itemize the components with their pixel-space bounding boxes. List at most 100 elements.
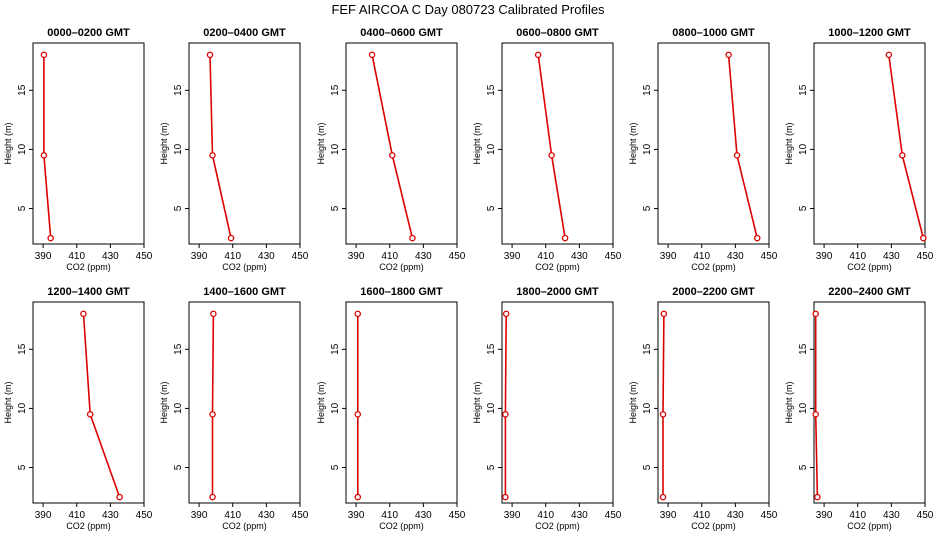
panel-4: 0600–0800 GMT 390 410 430 450 5 10 15 CO2 (ppm) H… xyxy=(472,27,622,272)
plot-frame xyxy=(813,301,926,504)
x-tick-label: 410 xyxy=(537,251,554,262)
x-axis-label: CO2 (ppm) xyxy=(222,521,267,531)
x-axis-label: CO2 (ppm) xyxy=(691,262,736,272)
y-tick-label: 15 xyxy=(642,84,653,96)
x-tick-label: 430 xyxy=(883,510,900,521)
profile-line xyxy=(504,313,507,498)
panel-11: 2000–2200 GMT 390 410 430 450 5 10 15 CO2 (ppm) H… xyxy=(628,286,778,531)
y-axis-label: Height (m) xyxy=(3,381,13,423)
data-point xyxy=(368,51,376,59)
x-tick-label: 390 xyxy=(348,510,365,521)
y-tick-label: 15 xyxy=(17,84,28,96)
y-tick-label: 10 xyxy=(642,143,653,155)
y-axis-label: Height (m) xyxy=(159,122,169,164)
profile-line xyxy=(888,54,925,239)
x-tick-label: 450 xyxy=(449,510,466,521)
y-axis-label: Height (m) xyxy=(472,381,482,423)
x-tick-label: 430 xyxy=(883,251,900,262)
data-point xyxy=(227,234,235,242)
data-point xyxy=(116,493,123,501)
x-tick-label: 450 xyxy=(292,510,309,521)
y-axis-label: Height (m) xyxy=(784,122,794,164)
data-point xyxy=(659,493,667,501)
data-point xyxy=(80,310,87,318)
data-point xyxy=(409,234,416,242)
data-point xyxy=(548,152,555,159)
data-point xyxy=(210,310,217,318)
x-tick-label: 450 xyxy=(761,510,778,521)
plot-frame xyxy=(501,42,614,245)
x-tick-label: 390 xyxy=(816,251,833,262)
panel-1: 0000–0200 GMT 390 410 430 450 5 10 15 CO2 (ppm) H… xyxy=(3,27,153,272)
x-tick-label: 430 xyxy=(258,251,275,262)
data-point xyxy=(40,152,48,159)
y-tick-label: 5 xyxy=(173,205,184,211)
y-tick-label: 10 xyxy=(173,143,184,155)
y-tick-label: 5 xyxy=(17,464,28,470)
data-point xyxy=(354,411,362,418)
x-axis-label: CO2 (ppm) xyxy=(847,262,892,272)
y-tick-label: 15 xyxy=(486,343,497,355)
data-point xyxy=(561,234,569,242)
x-tick-label: 430 xyxy=(415,251,432,262)
x-tick-label: 450 xyxy=(761,251,778,262)
y-axis-label: Height (m) xyxy=(784,381,794,423)
data-point xyxy=(209,493,216,501)
y-tick-label: 15 xyxy=(486,84,497,96)
x-tick-label: 410 xyxy=(849,251,866,262)
y-tick-label: 5 xyxy=(486,205,497,211)
panel-7: 1200–1400 GMT 390 410 430 450 5 10 15 CO2 (ppm) H… xyxy=(3,286,153,531)
data-point xyxy=(660,310,668,318)
profile-line xyxy=(82,313,121,498)
panel-title: 2200–2400 GMT xyxy=(828,286,911,298)
data-point xyxy=(40,51,48,59)
x-tick-label: 390 xyxy=(35,251,52,262)
y-axis-label: Height (m) xyxy=(159,381,169,423)
x-axis-label: CO2 (ppm) xyxy=(379,262,424,272)
y-tick-label: 5 xyxy=(17,205,28,211)
panel-6: 1000–1200 GMT 390 410 430 450 5 10 15 CO2 (ppm) H… xyxy=(784,27,934,272)
y-axis-label: Height (m) xyxy=(628,381,638,423)
x-tick-label: 410 xyxy=(68,251,85,262)
y-tick-label: 5 xyxy=(798,205,809,211)
x-tick-label: 450 xyxy=(292,251,309,262)
data-point xyxy=(534,51,542,59)
data-point xyxy=(659,411,667,418)
y-axis-label: Height (m) xyxy=(3,122,13,164)
y-tick-label: 15 xyxy=(173,343,184,355)
x-tick-label: 450 xyxy=(605,251,622,262)
data-point xyxy=(354,493,362,501)
x-axis-label: CO2 (ppm) xyxy=(535,262,580,272)
x-axis-label: CO2 (ppm) xyxy=(535,521,580,531)
x-tick-label: 410 xyxy=(224,510,241,521)
x-tick-label: 390 xyxy=(504,251,521,262)
plot-frame xyxy=(188,301,301,504)
x-tick-label: 450 xyxy=(917,510,934,521)
data-point xyxy=(209,411,216,418)
data-point xyxy=(812,411,819,418)
panel-12: 2200–2400 GMT 390 410 430 450 5 10 15 CO2 (ppm) H… xyxy=(784,286,934,531)
x-tick-label: 410 xyxy=(537,510,554,521)
x-tick-label: 410 xyxy=(693,251,710,262)
panel-title: 1200–1400 GMT xyxy=(47,286,130,298)
panel-9: 1600–1800 GMT 390 410 430 450 5 10 15 CO2 (ppm) H… xyxy=(316,286,466,531)
data-point xyxy=(733,152,741,159)
data-point xyxy=(206,51,214,59)
y-axis-label: Height (m) xyxy=(628,122,638,164)
x-tick-label: 450 xyxy=(605,510,622,521)
profile-line xyxy=(537,54,566,239)
x-tick-label: 430 xyxy=(102,251,119,262)
panel-title: 1400–1600 GMT xyxy=(203,286,286,298)
plot-frame xyxy=(32,301,145,504)
data-point xyxy=(812,310,819,318)
plot-frame xyxy=(657,42,770,245)
data-point xyxy=(47,234,54,242)
x-axis-label: CO2 (ppm) xyxy=(66,521,111,531)
y-tick-label: 5 xyxy=(486,464,497,470)
profile-line xyxy=(662,313,665,498)
x-tick-label: 430 xyxy=(571,251,588,262)
data-point xyxy=(502,310,510,318)
y-tick-label: 10 xyxy=(330,143,341,155)
x-tick-label: 410 xyxy=(693,510,710,521)
